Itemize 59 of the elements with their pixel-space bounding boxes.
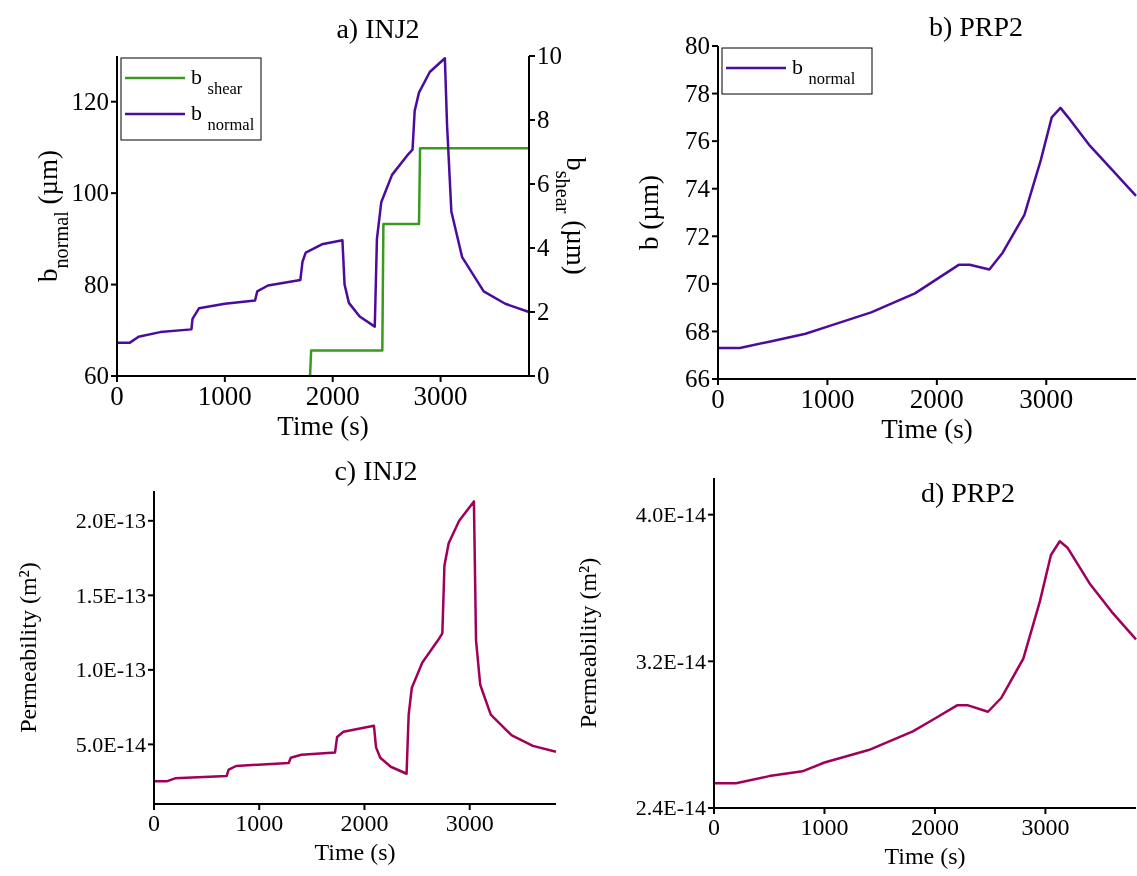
y-axis-title: Permeability (m²) <box>575 557 601 729</box>
y-tick-label: 80 <box>685 32 710 60</box>
x-tick-label: 0 <box>708 813 720 840</box>
y-tick-label: 68 <box>685 317 710 345</box>
x-tick-label: 3000 <box>1019 384 1074 415</box>
x-tick-label: 1000 <box>800 813 849 840</box>
chart-title: a) INJ2 <box>336 13 420 44</box>
y-axis-title: b (µm) <box>634 175 664 250</box>
y-tick-label: 74 <box>685 174 711 202</box>
chart-title: b) PRP2 <box>928 11 1024 42</box>
y-tick-label: 66 <box>685 365 710 393</box>
x-tick-label: 3000 <box>1021 813 1070 840</box>
y2-tick-label: 0 <box>537 362 550 390</box>
x-tick-label: 0 <box>110 381 124 412</box>
y-tick-label: 100 <box>71 179 109 207</box>
y2-tick-label: 4 <box>537 234 550 262</box>
line-series <box>115 57 531 344</box>
x-tick-label: 3000 <box>413 381 468 412</box>
y-tick-label: 60 <box>84 362 109 390</box>
x-tick-label: 1000 <box>800 384 855 415</box>
y2-tick-label: 8 <box>537 106 550 134</box>
y-tick-label: 1.5E-13 <box>75 582 146 608</box>
x-axis-title: Time (s) <box>277 411 369 441</box>
x-tick-label: 0 <box>711 384 725 415</box>
line-series <box>152 500 558 783</box>
x-tick-label: 2000 <box>340 809 389 836</box>
y-tick-label: 70 <box>685 270 710 298</box>
y-tick-label: 1.0E-13 <box>75 657 146 683</box>
y-tick-label: 4.0E-14 <box>635 501 706 527</box>
x-tick-label: 3000 <box>445 809 494 836</box>
y-tick-label: 120 <box>71 87 109 115</box>
y-tick-label: 72 <box>685 222 710 250</box>
y-axis-title: Permeability (m²) <box>15 562 41 733</box>
x-axis-title: Time (s) <box>881 414 973 444</box>
y-tick-label: 78 <box>685 79 710 107</box>
legend-label: b $_{normal}$ <box>792 54 856 88</box>
x-tick-label: 1000 <box>235 809 284 836</box>
y-tick-label: 80 <box>84 270 109 298</box>
line-series <box>308 146 531 378</box>
y-tick-label: 2.4E-14 <box>635 795 706 821</box>
x-tick-label: 2000 <box>910 813 959 840</box>
x-tick-label: 2000 <box>909 384 964 415</box>
y2-tick-label: 2 <box>537 298 550 326</box>
line-series <box>716 106 1137 350</box>
legend-label: b $_{normal}$ <box>191 100 255 134</box>
y-tick-label: 76 <box>685 127 710 155</box>
x-tick-label: 2000 <box>305 381 360 412</box>
x-axis-title: Time (s) <box>884 843 966 869</box>
y-tick-label: 3.2E-14 <box>635 648 706 674</box>
y2-tick-label: 10 <box>537 42 562 70</box>
y2-tick-label: 6 <box>537 170 550 198</box>
x-tick-label: 0 <box>148 809 160 836</box>
y-tick-label: 5.0E-14 <box>75 731 146 757</box>
x-axis-title: Time (s) <box>314 839 396 865</box>
chart-title: c) INJ2 <box>334 455 418 486</box>
x-tick-label: 1000 <box>197 381 252 412</box>
chart-title: d) PRP2 <box>920 477 1016 508</box>
y-tick-label: 2.0E-13 <box>75 508 146 534</box>
legend-label: b $_{shear}$ <box>191 64 243 98</box>
